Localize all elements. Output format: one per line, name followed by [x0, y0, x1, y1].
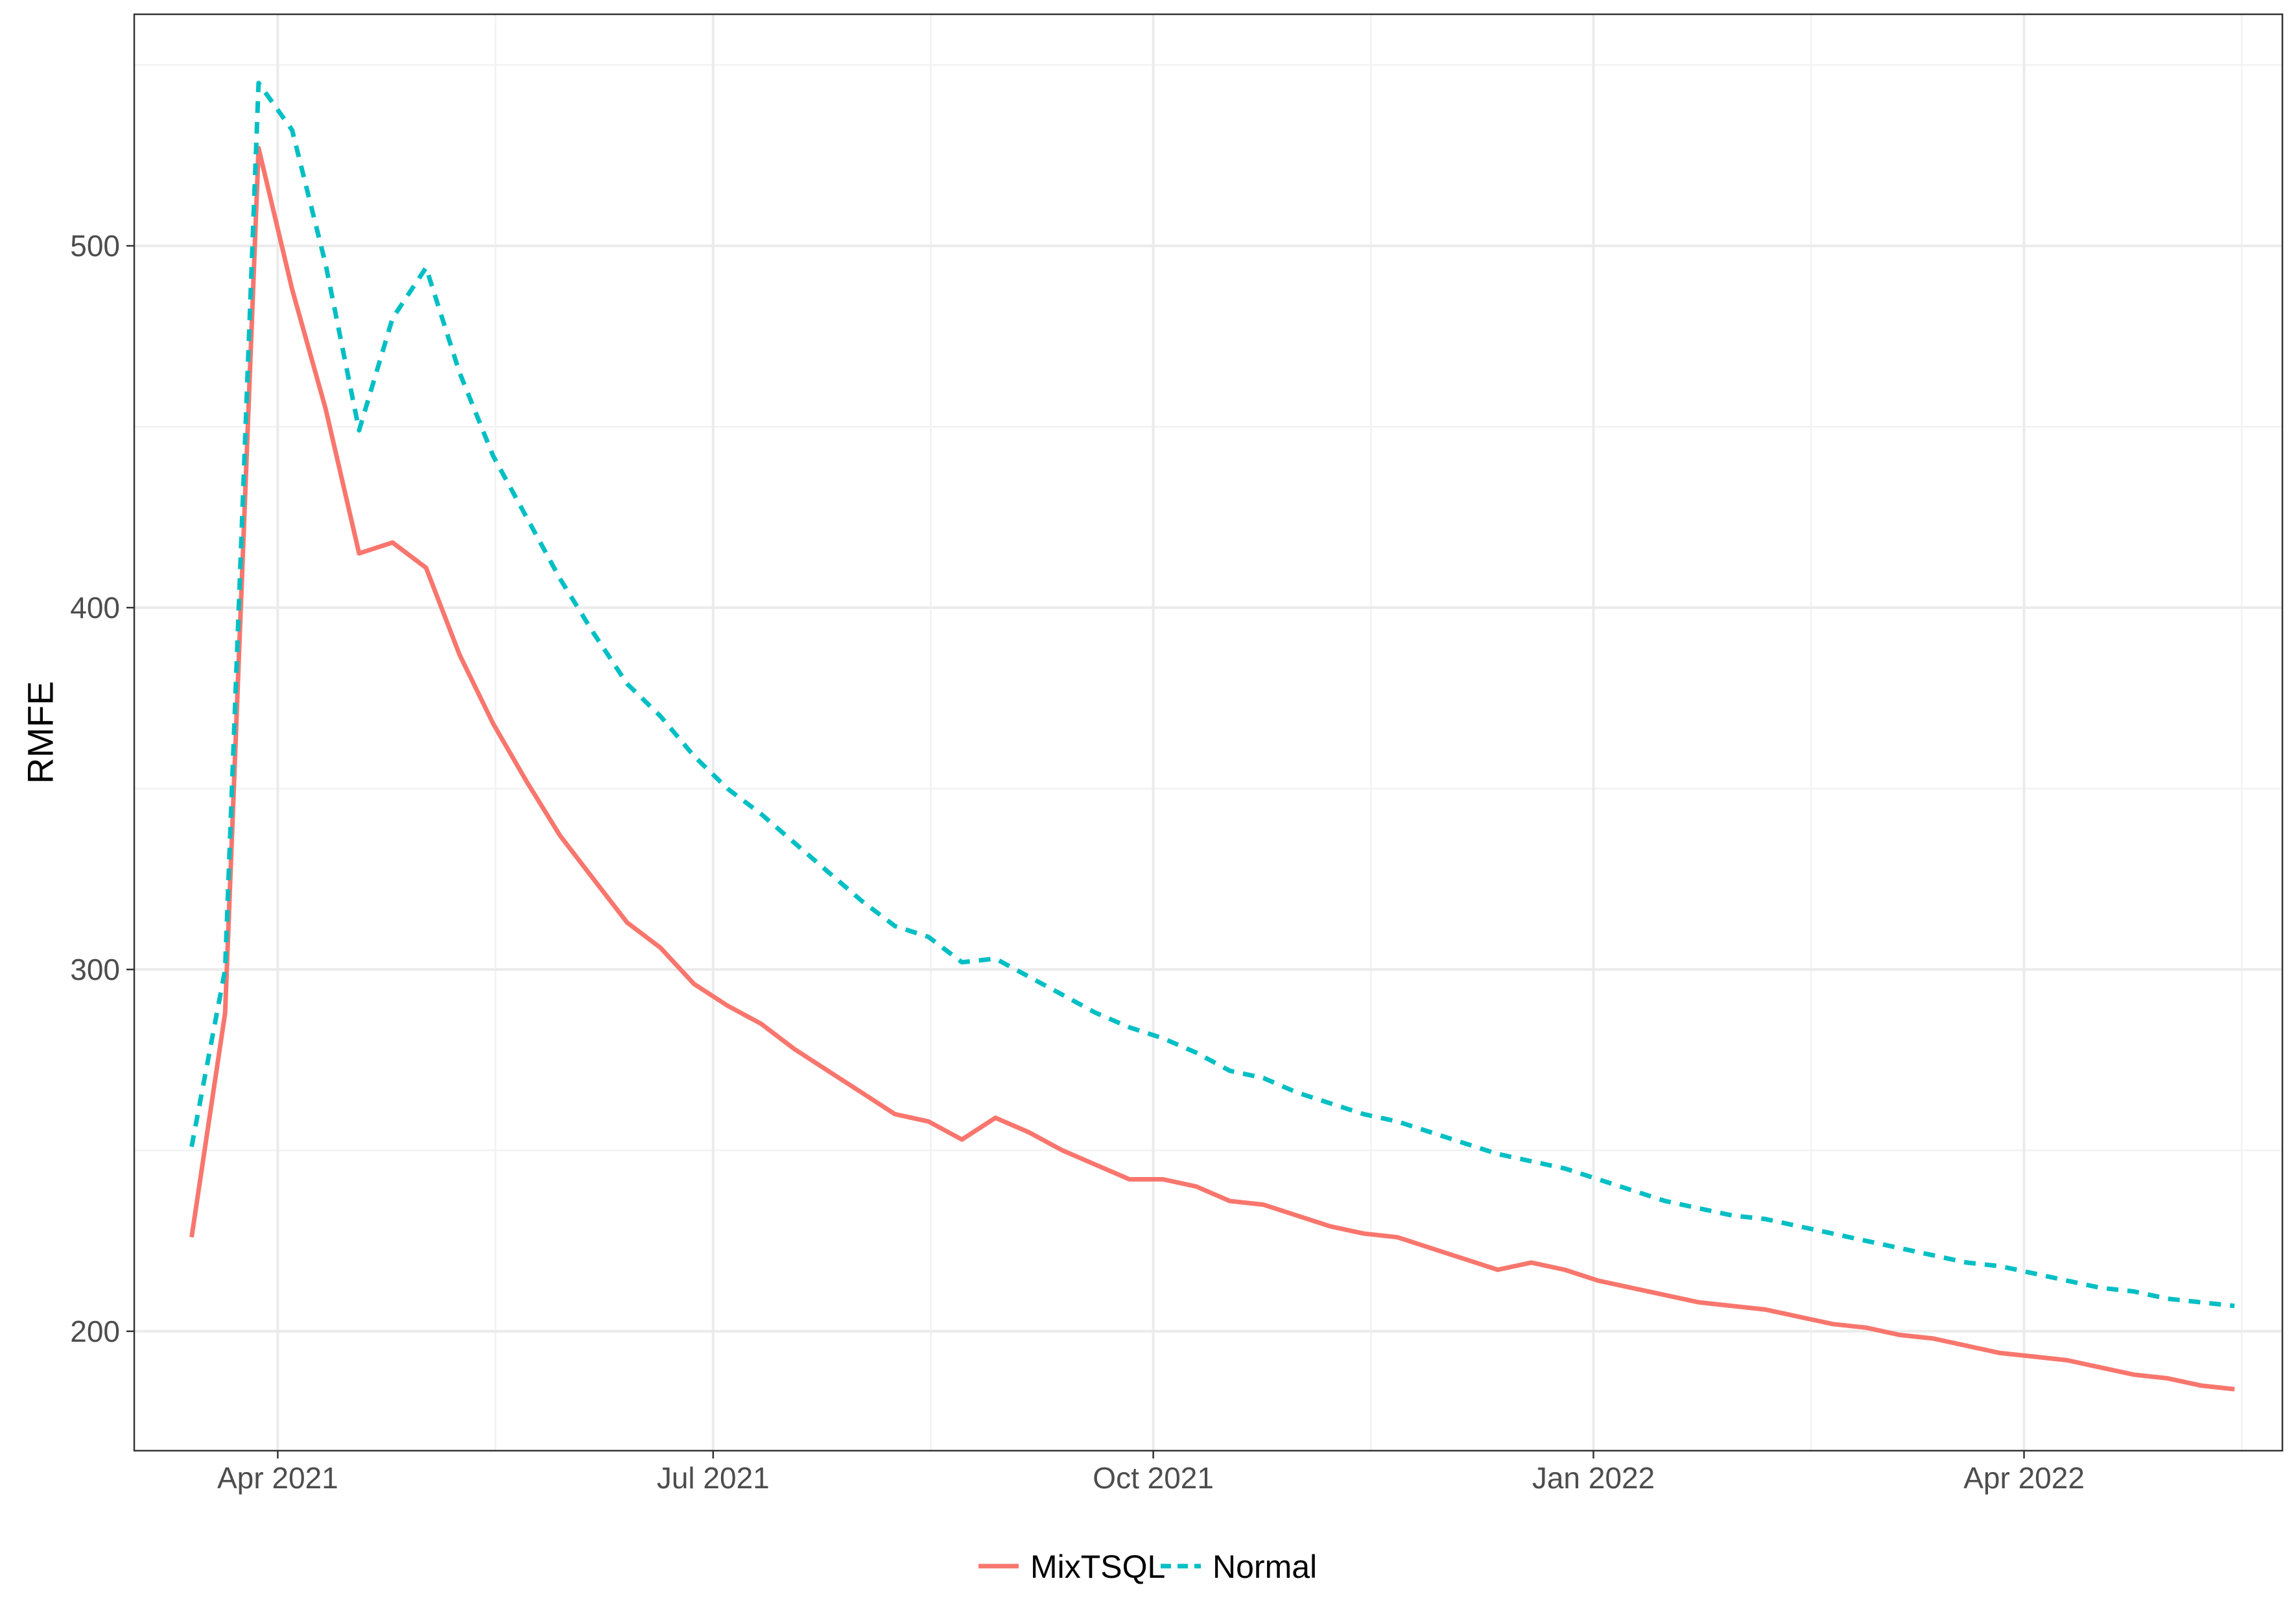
y-tick-label: 400	[70, 591, 120, 625]
x-tick-label: Apr 2022	[1963, 1461, 2085, 1495]
x-tick-label: Apr 2021	[217, 1461, 338, 1495]
y-tick-label: 200	[70, 1315, 120, 1348]
panel-border	[133, 13, 2284, 1452]
series-line-normal	[189, 80, 2235, 1309]
grid-lines	[134, 14, 2282, 1451]
data-series	[189, 80, 2235, 1392]
legend-label-mixtsql: MixTSQL	[1030, 1549, 1165, 1585]
legend: MixTSQL Normal	[978, 1549, 1317, 1585]
x-axis: Apr 2021 Jul 2021 Oct 2021 Jan 2022 Apr 2022	[217, 1451, 2085, 1495]
y-tick-label: 500	[70, 229, 120, 263]
x-tick-label: Oct 2021	[1093, 1461, 1214, 1495]
y-tick-label: 300	[70, 953, 120, 986]
y-axis: 200 300 400 500	[70, 229, 134, 1348]
x-tick-label: Jul 2021	[657, 1461, 770, 1495]
x-tick-label: Jan 2022	[1532, 1461, 1655, 1495]
series-line-mixtsql	[189, 145, 2235, 1392]
y-axis-title: RMFE	[20, 681, 61, 784]
legend-label-normal: Normal	[1213, 1549, 1317, 1585]
